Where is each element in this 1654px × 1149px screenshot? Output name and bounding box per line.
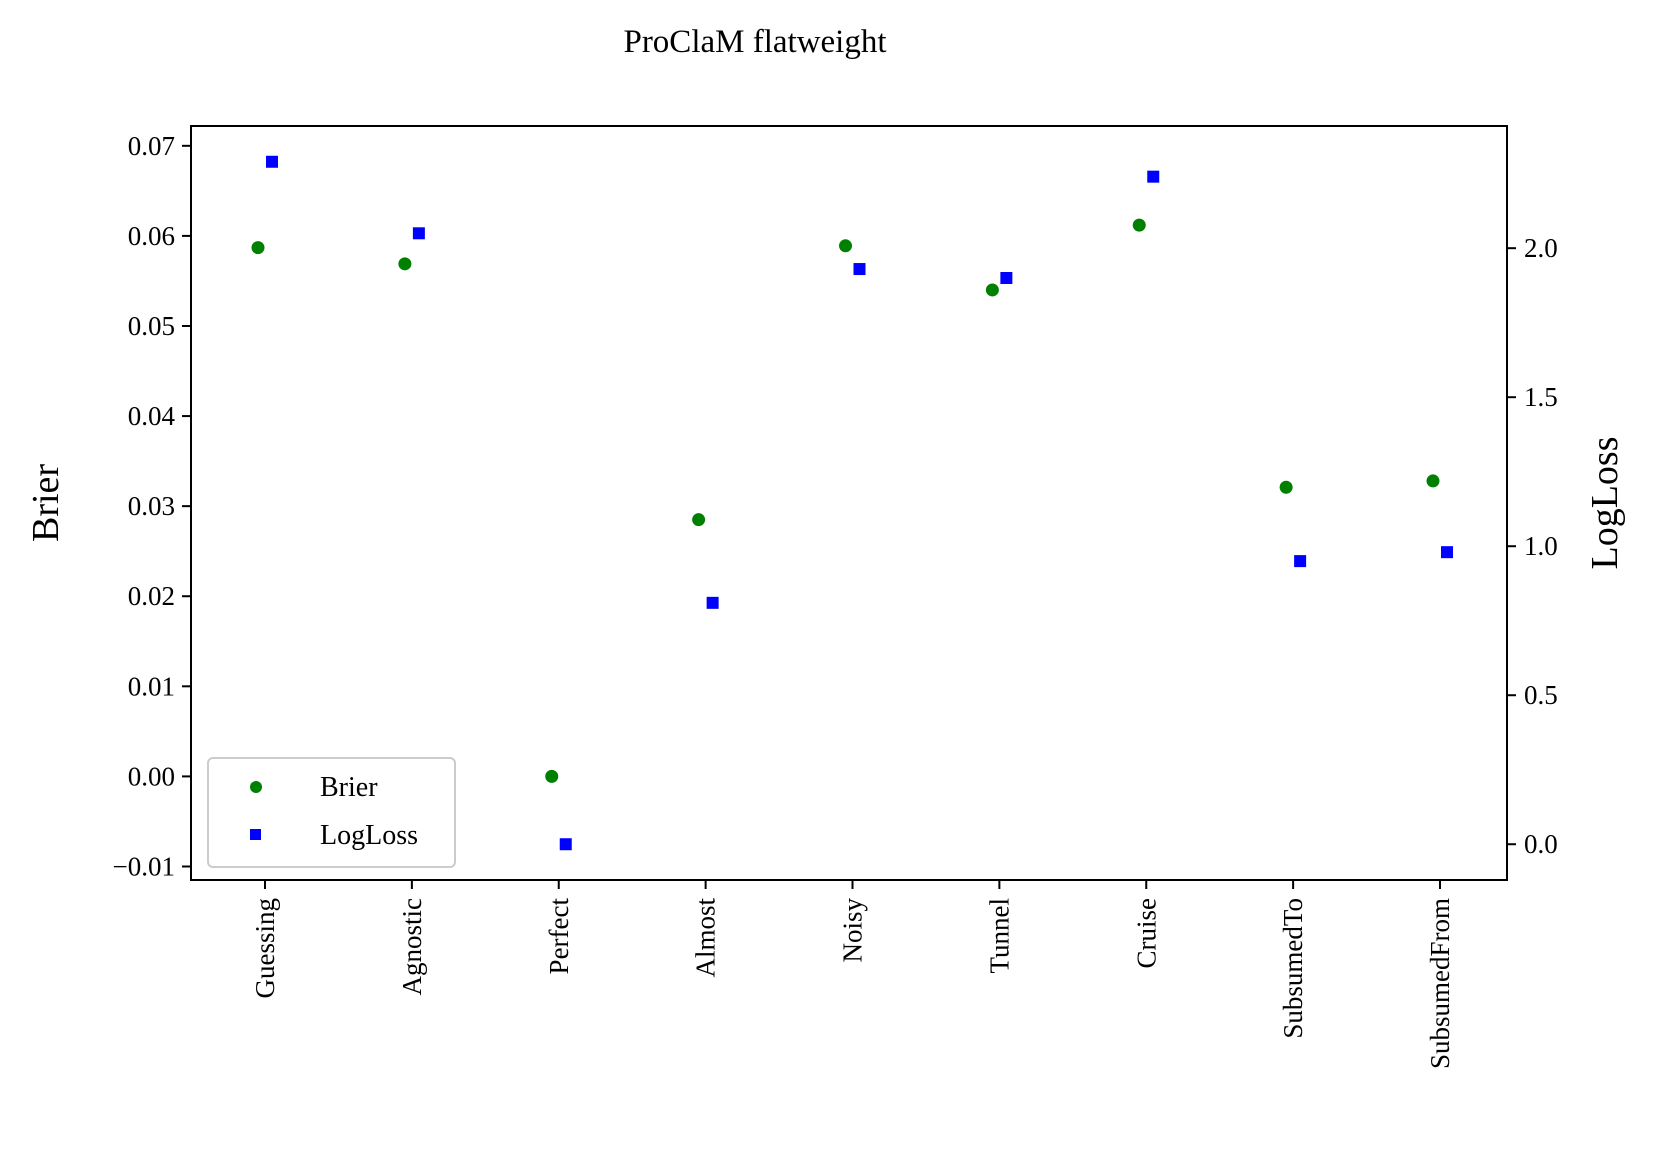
- legend-brier-label: Brier: [320, 772, 378, 803]
- plot-frame: [190, 125, 1508, 881]
- left-tick-label: 0.05: [128, 311, 175, 341]
- logloss-point: [1147, 170, 1160, 183]
- right-tick-label: 1.0: [1524, 531, 1558, 561]
- left-y-axis: −0.01 0.00 0.01 0.02 0.03 0.04 0.05 0.06 0.07: [113, 131, 191, 881]
- logloss-point: [853, 263, 866, 276]
- x-tick-label: Almost: [691, 898, 721, 978]
- right-y-axis: 0.0 0.5 1.0 1.5 2.0: [1507, 233, 1558, 859]
- x-tick-label: Agnostic: [397, 898, 427, 996]
- right-tick-label: 2.0: [1524, 233, 1558, 263]
- legend-box: [207, 757, 456, 868]
- x-tick-label: SubsumedFrom: [1425, 898, 1455, 1069]
- x-tick-label: Noisy: [838, 898, 868, 963]
- x-tick-label: Perfect: [544, 898, 574, 975]
- x-tick-label: Tunnel: [984, 898, 1014, 974]
- brier-point: [839, 239, 852, 253]
- chart-title: ProClaM flatweight: [623, 24, 886, 60]
- logloss-point: [412, 227, 425, 240]
- brier-point: [398, 257, 412, 271]
- brier-series: [251, 218, 1440, 783]
- left-tick-label: 0.06: [128, 221, 175, 251]
- brier-point: [1279, 480, 1293, 494]
- logloss-point: [559, 838, 572, 851]
- x-tick-label: Cruise: [1131, 898, 1161, 969]
- right-tick-label: 0.0: [1524, 829, 1558, 859]
- brier-point: [1132, 218, 1146, 232]
- left-tick-label: 0.07: [128, 131, 175, 161]
- logloss-point: [1441, 546, 1453, 559]
- left-tick-label: 0.01: [128, 671, 175, 701]
- logloss-point: [266, 155, 278, 168]
- brier-point: [1426, 474, 1440, 488]
- logloss-point: [1294, 555, 1307, 568]
- logloss-series: [266, 155, 1453, 851]
- logloss-point: [706, 596, 719, 609]
- right-tick-label: 1.5: [1524, 382, 1558, 412]
- right-tick-label: 0.5: [1524, 680, 1558, 710]
- logloss-point: [1000, 271, 1013, 284]
- y2-axis-title: LogLoss: [1584, 437, 1626, 570]
- y-axis-title: Brier: [25, 464, 67, 542]
- left-tick-label: 0.00: [128, 761, 175, 791]
- left-tick-label: 0.02: [128, 581, 175, 611]
- x-axis: Guessing Agnostic Perfect Almost Noisy Tunnel…: [250, 880, 1455, 1069]
- brier-point: [545, 769, 559, 783]
- brier-point: [692, 513, 706, 527]
- left-tick-label: −0.01: [113, 851, 175, 881]
- left-tick-label: 0.03: [128, 491, 175, 521]
- legend-logloss-marker: [250, 829, 261, 840]
- legend-brier-marker: [250, 781, 262, 793]
- brier-point: [251, 241, 265, 255]
- x-tick-label: Guessing: [250, 898, 280, 999]
- x-tick-label: SubsumedTo: [1278, 898, 1308, 1039]
- legend-logloss-label: LogLoss: [320, 820, 418, 851]
- legend: Brier LogLoss: [207, 757, 456, 868]
- brier-point: [985, 283, 999, 297]
- left-tick-label: 0.04: [128, 401, 176, 431]
